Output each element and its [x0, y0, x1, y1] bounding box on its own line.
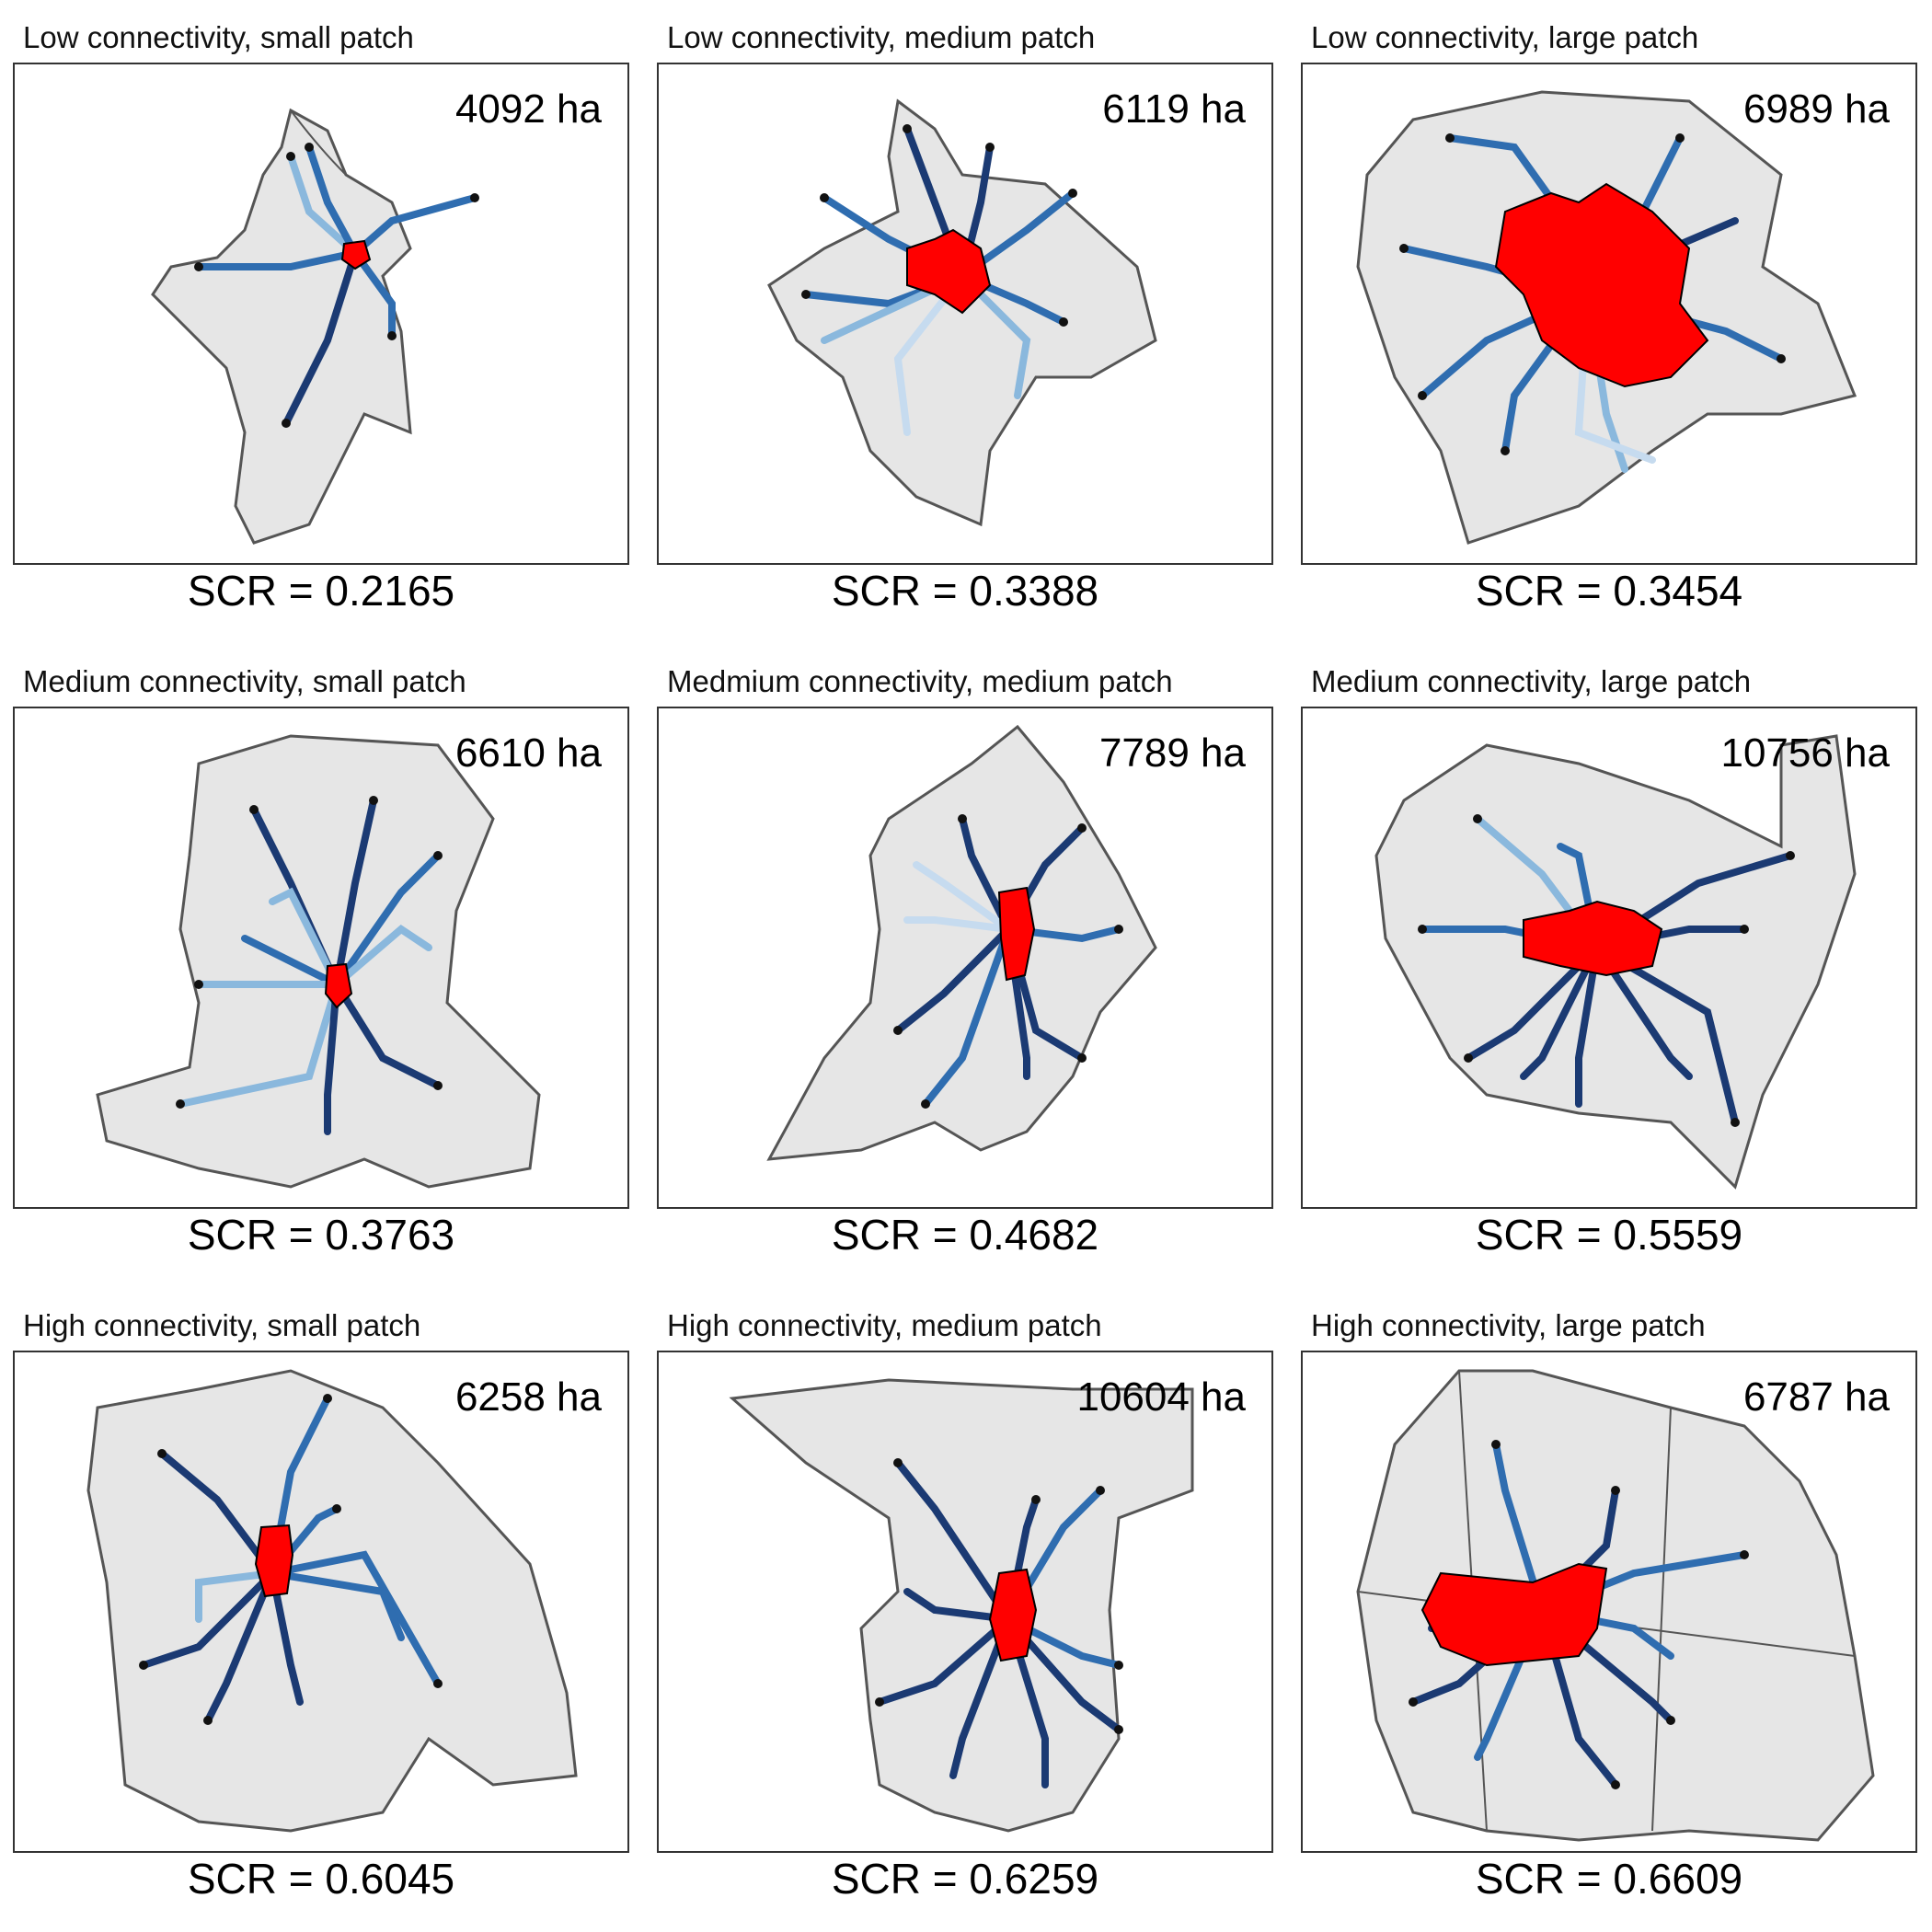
scr-value: SCR = 0.3388	[831, 567, 1099, 615]
area-label: 10604 ha	[1076, 1374, 1246, 1420]
map-frame: 6989 ha	[1301, 63, 1917, 565]
area-label: 6119 ha	[1102, 86, 1246, 132]
panel-title: Medmium connectivity, medium patch	[667, 664, 1173, 698]
panel-title: Low connectivity, medium patch	[667, 20, 1096, 54]
connectivity-map	[96, 734, 541, 1189]
panel-title: Low connectivity, large patch	[1311, 20, 1699, 54]
scr-value: SCR = 0.4682	[831, 1211, 1099, 1259]
area-label: 6989 ha	[1742, 86, 1890, 132]
connectivity-map	[86, 1369, 578, 1833]
map-frame: 6787 ha	[1301, 1351, 1917, 1853]
panel-title: Medium connectivity, large patch	[1311, 664, 1752, 698]
scr-value: SCR = 0.5559	[1475, 1211, 1743, 1259]
area-label: 6787 ha	[1742, 1374, 1890, 1420]
area-label: 7789 ha	[1098, 730, 1246, 776]
area-label: 6258 ha	[454, 1374, 602, 1420]
scr-value: SCR = 0.6609	[1475, 1855, 1743, 1903]
scr-value: SCR = 0.3763	[187, 1211, 455, 1259]
connectivity-map	[766, 724, 1157, 1161]
area-label: 10756 ha	[1720, 730, 1890, 776]
scr-value: SCR = 0.2165	[187, 567, 455, 615]
connectivity-map	[1356, 1369, 1875, 1842]
connectivity-map	[1356, 90, 1857, 545]
area-label: 6610 ha	[454, 730, 602, 776]
map-frame: 10756 ha	[1301, 707, 1917, 1209]
connectivity-map	[1374, 734, 1857, 1190]
map-frame: 4092 ha	[13, 63, 629, 565]
connectivity-map	[729, 1378, 1194, 1833]
panel-title: High connectivity, small patch	[23, 1308, 421, 1342]
map-frame: 7789 ha	[657, 707, 1273, 1209]
map-frame: 6119 ha	[657, 63, 1273, 565]
connectivity-map	[151, 108, 479, 545]
scr-value: SCR = 0.6259	[831, 1855, 1099, 1903]
scr-value: SCR = 0.3454	[1475, 567, 1743, 615]
map-frame: 6610 ha	[13, 707, 629, 1209]
map-frame: 10604 ha	[657, 1351, 1273, 1853]
map-frame: 6258 ha	[13, 1351, 629, 1853]
panel-title: High connectivity, medium patch	[667, 1308, 1102, 1342]
scr-value: SCR = 0.6045	[187, 1855, 455, 1903]
connectivity-map	[767, 98, 1157, 527]
area-label: 4092 ha	[454, 86, 602, 132]
panel-title: Medium connectivity, small patch	[23, 664, 466, 698]
panel-title: Low connectivity, small patch	[23, 20, 414, 54]
panel-title: High connectivity, large patch	[1311, 1308, 1706, 1342]
